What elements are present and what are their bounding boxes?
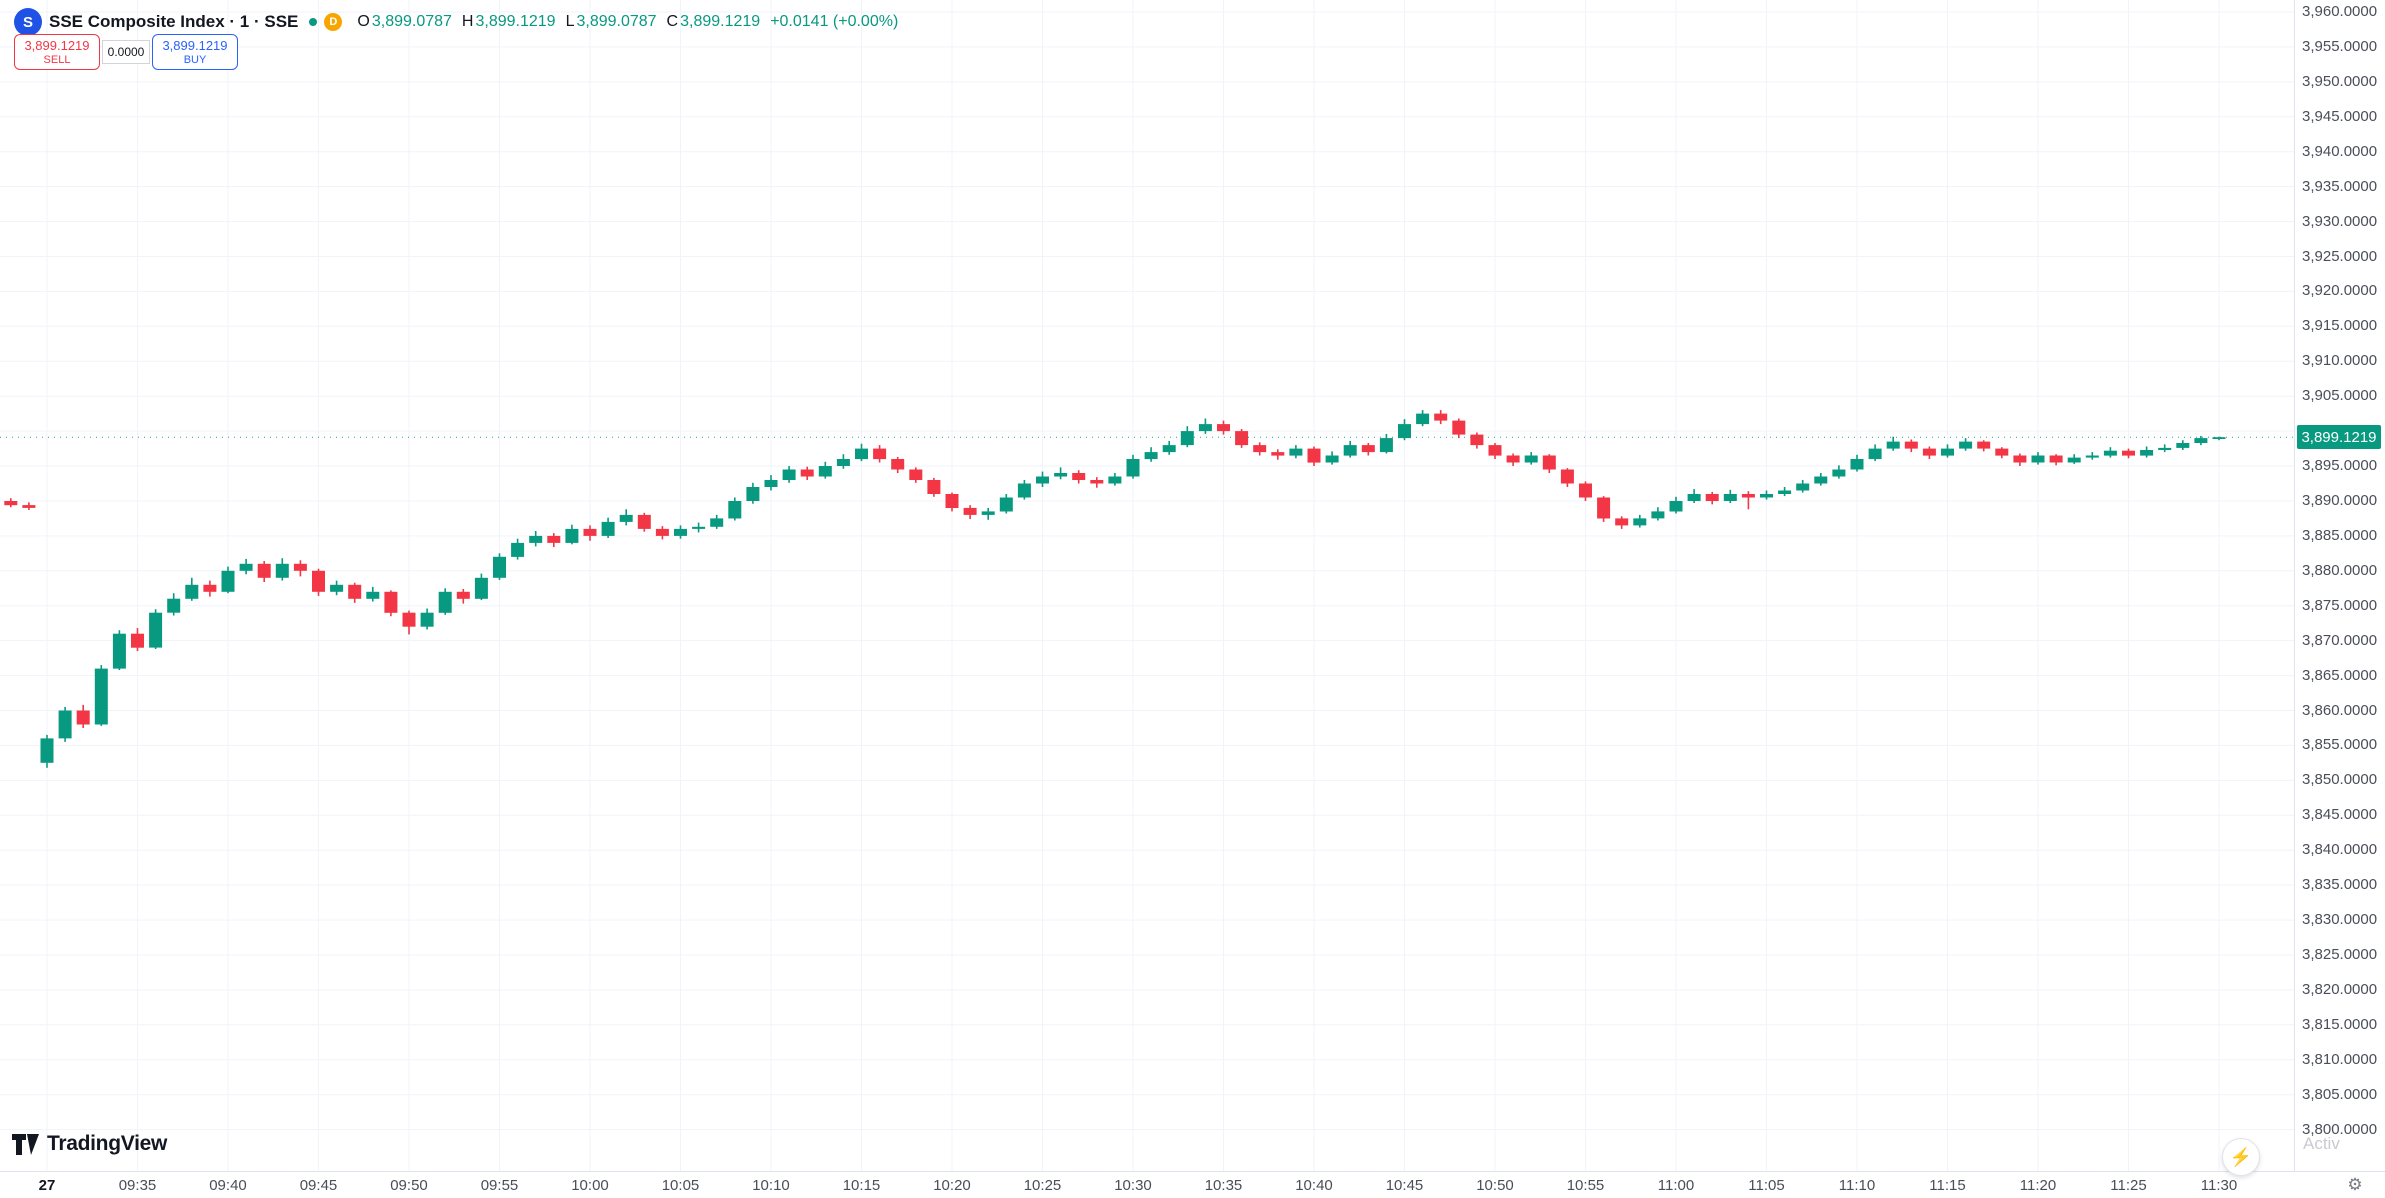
time-tick-label: 09:40 [209, 1177, 247, 1194]
market-status-dot [309, 18, 318, 26]
price-tick-label: 3,800.0000 [2302, 1120, 2378, 1138]
watermark-partial: Activ [2303, 1134, 2340, 1153]
price-tick-label: 3,960.0000 [2302, 3, 2378, 20]
price-tick-label: 3,890.0000 [2302, 492, 2378, 509]
price-tick-label: 3,895.0000 [2302, 457, 2378, 474]
time-tick-label: 09:55 [480, 1177, 519, 1194]
chart-header: S SSE Composite Index · 1 · SSE D O 3,89… [14, 8, 898, 36]
price-tick-label: 3,880.0000 [2302, 561, 2378, 579]
time-tick-label: 10:30 [1114, 1177, 1152, 1194]
symbol-logo-icon: S [14, 8, 42, 36]
price-tick-label: 3,905.0000 [2302, 387, 2378, 405]
price-tick-label: 3,945.0000 [2302, 107, 2378, 125]
price-tick-label: 3,815.0000 [2302, 1015, 2378, 1033]
price-tick-label: 3,860.0000 [2302, 701, 2378, 719]
time-tick-label: 09:35 [118, 1177, 157, 1194]
price-tick-label: 3,810.0000 [2302, 1050, 2378, 1068]
time-tick-label: 10:35 [1204, 1177, 1243, 1194]
buy-label: BUY [183, 53, 207, 66]
price-tick-label: 3,855.0000 [2302, 736, 2378, 754]
price-tick-label: 3,845.0000 [2302, 806, 2378, 824]
candlestick-chart[interactable] [0, 0, 2294, 1171]
sell-label: SELL [43, 53, 71, 66]
buy-button[interactable]: 3,899.1219 BUY [152, 34, 238, 70]
price-tick-label: 3,885.0000 [2302, 526, 2378, 544]
spread-box: 0.0000 [102, 40, 150, 64]
price-tick-label: 3,920.0000 [2302, 282, 2378, 300]
close-label: C [666, 13, 679, 30]
delayed-data-badge[interactable]: D [324, 13, 343, 31]
time-tick-label: 11:00 [1657, 1177, 1695, 1194]
time-tick-label: 10:45 [1385, 1177, 1424, 1194]
price-tick-label: 3,825.0000 [2302, 946, 2378, 963]
time-tick-label: 11:20 [2019, 1177, 2057, 1194]
quick-trade-button[interactable]: ⚡ [2222, 1138, 2260, 1176]
sell-price: 3,899.1219 [24, 37, 90, 53]
price-tick-label: 3,940.0000 [2302, 142, 2378, 160]
open-value: 3,899.0787 [371, 13, 452, 30]
time-tick-label: 11:25 [2110, 1177, 2147, 1194]
tradingview-logo-text: TradingView [47, 1132, 168, 1155]
price-tick-label: 3,935.0000 [2302, 177, 2378, 195]
price-tick-label: 3,820.0000 [2302, 980, 2378, 998]
price-tick-label: 3,865.0000 [2302, 666, 2378, 684]
time-axis[interactable]: 27 09:35 09:40 09:45 09:50 09:55 10:00 10:05 10:… [0, 1171, 2385, 1198]
tradingview-mark-icon [12, 1133, 39, 1155]
price-tick-label: 3,830.0000 [2302, 911, 2378, 929]
time-tick-label: 10:40 [1295, 1177, 1333, 1194]
time-tick-label: 11:10 [1838, 1177, 1876, 1194]
time-tick-label: 11:30 [2200, 1177, 2238, 1194]
time-tick-label: 10:15 [842, 1177, 881, 1194]
low-value: 3,899.0787 [576, 13, 657, 30]
time-tick-label: 10:20 [933, 1177, 971, 1194]
lightning-bolt-icon: ⚡ [2229, 1147, 2253, 1167]
ohlc-readout: O 3,899.0787 H 3,899.1219 L 3,899.0787 C… [357, 13, 898, 31]
change-value: +0.0141 (+0.00%) [770, 13, 899, 30]
time-tick-label: 10:10 [752, 1177, 790, 1194]
time-tick-label: 09:45 [299, 1177, 338, 1194]
open-label: O [357, 13, 370, 30]
buy-price: 3,899.1219 [162, 37, 228, 53]
time-tick-label: 27 [38, 1177, 56, 1194]
price-tick-label: 3,850.0000 [2302, 771, 2378, 789]
price-tick-label: 3,910.0000 [2302, 352, 2378, 370]
symbol-title[interactable]: SSE Composite Index · 1 · SSE [49, 12, 299, 31]
close-value: 3,899.1219 [680, 13, 761, 30]
time-tick-label: 10:00 [571, 1177, 609, 1194]
price-axis[interactable]: 3,899.1219 Activ 3,960.0000 3,955.0000 3,9… [2294, 0, 2385, 1171]
time-tick-label: 11:15 [1929, 1177, 1966, 1194]
tradingview-logo[interactable]: TradingView [12, 1132, 167, 1156]
price-tick-label: 3,930.0000 [2302, 212, 2378, 230]
price-tick-label: 3,915.0000 [2302, 317, 2378, 335]
price-tick-label: 3,875.0000 [2302, 596, 2378, 614]
sell-button[interactable]: 3,899.1219 SELL [14, 34, 100, 70]
axis-settings-gear-icon[interactable]: ⚙ [2347, 1175, 2363, 1194]
time-tick-label: 11:05 [1748, 1177, 1785, 1194]
time-tick-label: 09:50 [390, 1177, 428, 1194]
price-tick-label: 3,925.0000 [2302, 247, 2378, 265]
price-tick-label: 3,805.0000 [2302, 1085, 2378, 1103]
price-tick-label: 3,950.0000 [2302, 72, 2378, 90]
price-tick-label: 3,955.0000 [2302, 37, 2378, 55]
low-label: L [565, 13, 575, 30]
high-label: H [461, 13, 474, 30]
time-tick-label: 10:50 [1476, 1177, 1514, 1194]
price-tick-label: 3,870.0000 [2302, 631, 2378, 649]
price-tick-label: 3,840.0000 [2302, 841, 2378, 859]
trade-panel: 3,899.1219 SELL 0.0000 3,899.1219 BUY [14, 34, 238, 70]
current-price-badge: 3,899.1219 [2297, 425, 2381, 450]
time-tick-label: 10:05 [661, 1177, 700, 1194]
time-tick-label: 10:25 [1023, 1177, 1062, 1194]
price-tick-label: 3,835.0000 [2302, 876, 2378, 894]
high-value: 3,899.1219 [475, 13, 556, 30]
time-tick-label: 10:55 [1566, 1177, 1605, 1194]
